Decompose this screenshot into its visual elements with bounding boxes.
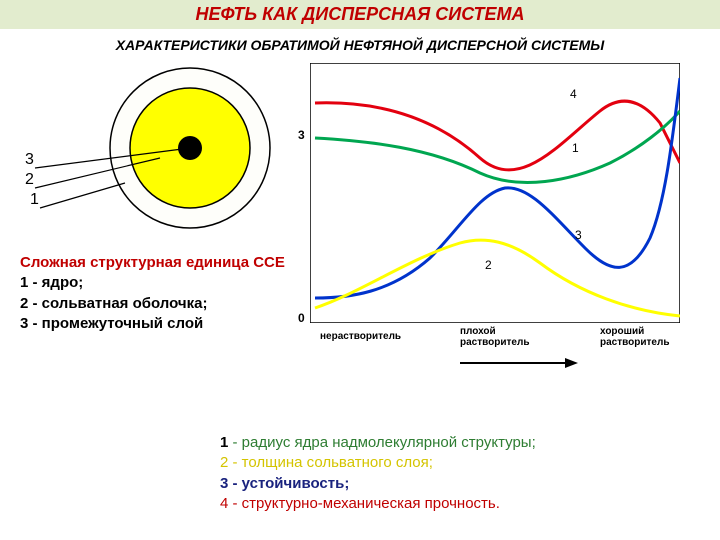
x-label-b2: растворитель — [460, 337, 529, 348]
curve-4-red — [315, 101, 680, 170]
circle-label-1: 1 — [30, 191, 39, 209]
x-label-c1: хороший — [600, 326, 644, 337]
legend-2: 2 - толщина сольватного слоя; — [220, 453, 536, 473]
subtitle: ХАРАКТЕРИСТИКИ ОБРАТИМОЙ НЕФТЯНОЙ ДИСПЕР… — [0, 37, 720, 53]
title-bar: НЕФТЬ КАК ДИСПЕРСНАЯ СИСТЕМА — [0, 0, 720, 29]
cce-diagram: 3 2 1 — [30, 63, 290, 258]
curve-label-1: 1 — [572, 141, 579, 155]
circle-label-2: 2 — [25, 171, 34, 189]
y-tick-0: 0 — [298, 311, 305, 325]
curve-label-3: 3 — [575, 228, 582, 242]
circle-label-3: 3 — [25, 151, 34, 169]
chart: 0 3 нерастворитель плохой растворитель х… — [310, 63, 680, 343]
cce-line-1: 1 - ядро; — [20, 273, 285, 293]
legend-1: 1 - радиус ядра надмолекулярной структур… — [220, 433, 536, 453]
cce-line-2: 2 - сольватная оболочка; — [20, 294, 285, 314]
x-label-c2: растворитель — [600, 337, 669, 348]
x-label-b1: плохой — [460, 326, 496, 337]
y-tick-3: 3 — [298, 128, 305, 142]
x-label-a: нерастворитель — [320, 331, 401, 342]
content-area: 3 2 1 Сложная структурная единица ССЕ 1 … — [0, 53, 720, 523]
cce-line-3: 3 - промежуточный слой — [20, 314, 285, 334]
pointer-1 — [40, 183, 125, 208]
legend-3: 3 - устойчивость; — [220, 474, 536, 494]
main-title: НЕФТЬ КАК ДИСПЕРСНАЯ СИСТЕМА — [195, 4, 524, 24]
curve-3-blue — [315, 78, 680, 298]
legend-4: 4 - структурно-механическая прочность. — [220, 494, 536, 514]
curve-label-2: 2 — [485, 258, 492, 272]
chart-svg — [310, 63, 680, 323]
arrow-icon — [460, 355, 580, 375]
cce-svg — [30, 63, 290, 253]
cce-description: Сложная структурная единица ССЕ 1 - ядро… — [20, 253, 285, 334]
legend-1-text: - радиус ядра надмолекулярной структуры; — [233, 434, 536, 451]
curve-label-4: 4 — [570, 87, 577, 101]
cce-header: Сложная структурная единица ССЕ — [20, 253, 285, 273]
legend-1-num: 1 — [220, 434, 233, 451]
curve-1-green — [315, 111, 680, 182]
chart-legend: 1 - радиус ядра надмолекулярной структур… — [220, 433, 536, 514]
curve-2-yellow — [315, 240, 680, 316]
